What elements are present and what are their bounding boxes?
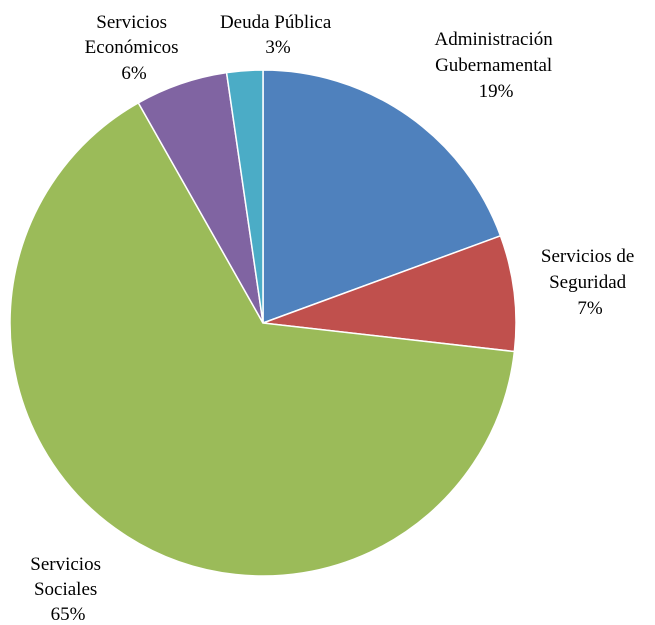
data-labels: Administración Gubernamental 19% Servici…: [30, 12, 639, 625]
label-administracion-line-1: Administración: [435, 29, 554, 50]
slice-servicios-de-seguridad: [262, 234, 517, 353]
slice-deuda-publica: [225, 69, 264, 324]
label-sociales-percent: 65%: [51, 604, 86, 625]
pie-slices: [9, 69, 517, 577]
slice-administracion-gubernamental: [262, 69, 502, 325]
label-sociales-line-1: Servicios: [30, 554, 101, 575]
label-seguridad-percent: 7%: [577, 298, 603, 319]
label-sociales-line-2: Sociales: [34, 579, 97, 600]
label-economicos-line-1: Servicios: [96, 12, 167, 33]
label-administracion-line-2: Gubernamental: [435, 55, 552, 76]
label-economicos-percent: 6%: [121, 63, 147, 84]
label-administracion-gubernamental: Administración Gubernamental 19%: [435, 29, 558, 102]
label-economicos-line-2: Económicos: [85, 37, 179, 58]
label-servicios-sociales: Servicios Sociales 65%: [30, 554, 105, 625]
label-deuda-publica: Deuda Pública 3%: [220, 12, 336, 58]
label-deuda-line-1: Deuda Pública: [220, 12, 332, 33]
label-servicios-de-seguridad: Servicios de Seguridad 7%: [541, 246, 639, 319]
label-seguridad-line-1: Servicios de: [541, 246, 634, 267]
label-deuda-percent: 3%: [265, 37, 291, 58]
label-seguridad-line-2: Seguridad: [549, 272, 627, 293]
label-servicios-economicos: Servicios Económicos 6%: [85, 12, 184, 84]
slice-servicios-sociales: [9, 101, 516, 577]
label-administracion-percent: 19%: [479, 81, 514, 102]
